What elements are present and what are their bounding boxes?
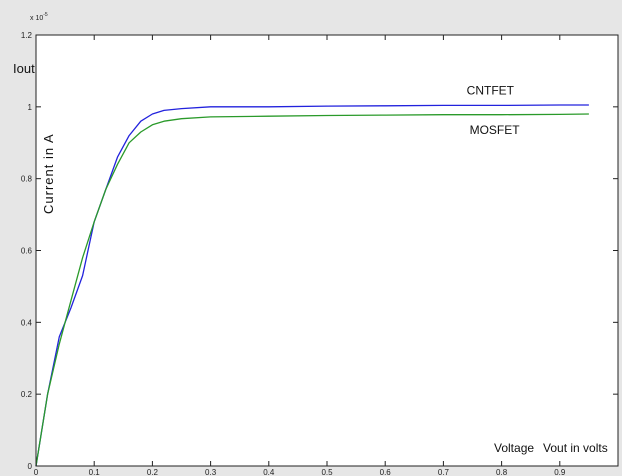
x-tick-label: 0.1 <box>89 468 101 476</box>
x-tick-label: 0.5 <box>321 468 333 476</box>
series-line-mosfet <box>35 113 589 467</box>
x-axis-label-voltage: Voltage <box>494 441 534 455</box>
y-tick-label: 1.2 <box>21 31 33 40</box>
axis-tick-labels: 0 0.1 0.2 0.3 0.4 0.5 0.6 0.7 0.8 0.9 0 0.2 0.4 0.6 0.… <box>21 31 566 476</box>
series-curves <box>35 104 589 467</box>
axis-ticks <box>35 34 618 467</box>
x-tick-label: 0.6 <box>380 468 392 476</box>
series-annotation-cntfet: CNTFET <box>467 83 515 97</box>
y-axis-label: Current in A <box>41 133 56 214</box>
series-annotation-mosfet: MOSFET <box>470 123 521 137</box>
y-tick-label: 0.4 <box>21 318 33 327</box>
y-exponent: x 10-5 <box>30 12 48 22</box>
x-tick-label: 0 <box>34 468 39 476</box>
y-tick-label: 0.6 <box>21 247 33 256</box>
x-tick-label: 0.2 <box>147 468 159 476</box>
x-axis-label-vout: Vout in volts <box>543 441 608 455</box>
series-annotations: CNTFET MOSFET <box>467 83 521 137</box>
x-tick-label: 0.9 <box>554 468 566 476</box>
plot-background <box>36 35 618 466</box>
x-tick-label: 0.4 <box>263 468 275 476</box>
y-tick-label: 1 <box>28 103 33 112</box>
x-tick-label: 0.8 <box>496 468 508 476</box>
y-tick-label: 0.2 <box>21 390 33 399</box>
y-tick-label: 0 <box>28 462 33 471</box>
x-tick-label: 0.3 <box>205 468 217 476</box>
series-line-cntfet <box>35 104 589 467</box>
x-tick-label: 0.7 <box>438 468 450 476</box>
y-tick-label: 0.8 <box>21 175 33 184</box>
y-axis-top-label: Iout <box>13 61 35 76</box>
